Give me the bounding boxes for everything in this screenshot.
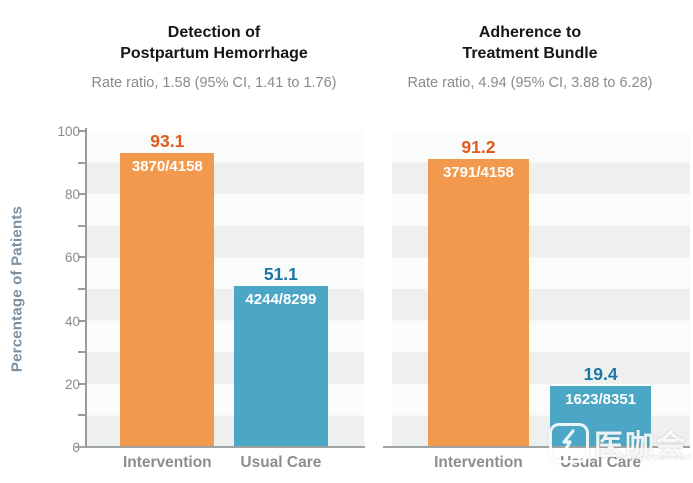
bar-fraction-label: 3870/4158 [131, 157, 203, 175]
left-chart-category-usual-care: Usual Care [240, 454, 322, 471]
y-tick-mark [78, 382, 85, 385]
y-tick-label: 0 [40, 441, 80, 455]
y-tick-mark [78, 414, 85, 417]
bar-rect [427, 158, 530, 447]
y-tick-mark [78, 351, 85, 354]
right-chart-title: Adherence to Treatment Bundle [380, 22, 680, 64]
right-chart-header: Adherence to Treatment Bundle Rate ratio… [380, 22, 680, 91]
y-tick-mark [78, 224, 85, 227]
left-chart-title-line2: Postpartum Hemorrhage [120, 45, 308, 62]
bar-value-label: 19.4 [583, 363, 618, 384]
right-chart-subtitle: Rate ratio, 4.94 (95% CI, 3.88 to 6.28) [407, 75, 653, 91]
y-tick-mark [78, 161, 85, 164]
left-chart-usual-care-bar: 51.1 4244/8299 [233, 265, 328, 447]
right-chart-title-line1: Adherence to [478, 24, 582, 41]
y-tick-mark [78, 130, 85, 132]
left-chart-x-axis-line [75, 446, 365, 448]
left-chart-subtitle: Rate ratio, 1.58 (95% CI, 1.41 to 1.76) [91, 75, 337, 91]
y-axis-line [85, 128, 87, 448]
right-chart-x-axis-line [383, 446, 690, 448]
bar-value-label: 51.1 [263, 263, 298, 284]
right-chart-usual-care-bar: 19.4 1623/8351 [549, 365, 652, 447]
left-chart-title-line1: Detection of [167, 24, 261, 41]
y-tick-label: 20 [64, 376, 80, 392]
y-tick-mark [78, 319, 85, 322]
bar-value-label: 93.1 [150, 130, 185, 151]
y-tick-label: 80 [64, 187, 80, 203]
left-chart-plot-area: 93.1 3870/4158 51.1 4244/8299 Interventi… [87, 131, 364, 471]
right-chart-category-usual-care: Usual Care [560, 454, 642, 471]
left-chart-category-intervention: Intervention [122, 454, 212, 471]
right-chart-plot-area: 91.2 3791/4158 19.4 1623/8351 Interventi… [392, 131, 690, 471]
right-chart-intervention-bar: 91.2 3791/4158 [427, 138, 530, 447]
bar-rect [233, 285, 328, 447]
y-tick-mark [78, 256, 85, 259]
y-tick-mark [78, 193, 85, 196]
right-chart-title-line2: Treatment Bundle [462, 45, 598, 62]
y-tick-label: 100 [57, 124, 80, 139]
bar-value-label: 91.2 [461, 136, 496, 157]
y-tick-mark [78, 288, 85, 290]
left-chart-title: Detection of Postpartum Hemorrhage [64, 22, 364, 64]
bar-fraction-label: 4244/8299 [245, 290, 317, 308]
bar-rect [120, 152, 215, 447]
right-chart-category-intervention: Intervention [434, 454, 523, 471]
y-tick-label: 60 [64, 250, 80, 266]
bar-fraction-label: 1623/8351 [565, 390, 637, 408]
y-axis-title: Percentage of Patients [8, 205, 26, 373]
left-chart-intervention-bar: 93.1 3870/4158 [120, 132, 215, 447]
bar-fraction-label: 3791/4158 [442, 163, 514, 181]
y-tick-label: 40 [64, 313, 80, 329]
left-chart-header: Detection of Postpartum Hemorrhage Rate … [64, 22, 364, 91]
